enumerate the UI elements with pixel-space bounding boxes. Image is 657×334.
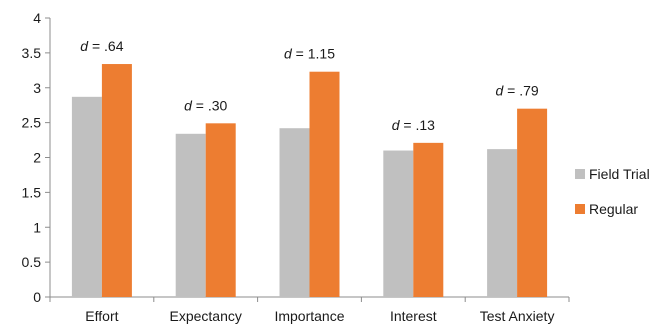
bar-regular (101, 64, 132, 297)
bar-regular (517, 108, 548, 297)
effect-size-label: d = .13 (392, 117, 435, 133)
effect-size-annotations: d = .64 d = .30 d = 1.15 d = .13 d = .79 (80, 38, 539, 133)
x-tick-label: Importance (274, 308, 344, 324)
y-tick-label: 0 (33, 289, 41, 305)
bar-regular (205, 123, 236, 297)
y-tick-label: 4 (33, 10, 41, 26)
bar-field-trial (383, 150, 414, 297)
bar-regular (413, 142, 444, 297)
bar-field-trial (487, 149, 518, 297)
legend-label: Field Trial (589, 166, 650, 182)
legend-swatch (575, 169, 585, 179)
legend: Field Trial Regular (575, 166, 650, 217)
bar-field-trial (279, 128, 310, 297)
x-tick-label: Expectancy (170, 308, 242, 324)
y-tick-label: 1 (33, 219, 41, 235)
x-tick-label: Test Anxiety (480, 308, 555, 324)
y-tick-label: 2 (33, 150, 41, 166)
x-axis: Effort Expectancy Importance Interest Test A… (49, 296, 570, 324)
effect-size-label: d = .79 (495, 83, 538, 99)
bar-field-trial (175, 133, 206, 297)
y-tick-label: 2.5 (22, 115, 42, 131)
bars (71, 64, 548, 298)
effect-size-label: d = 1.15 (284, 46, 335, 62)
x-tick-label: Effort (85, 308, 118, 324)
effect-size-label: d = .64 (80, 38, 123, 54)
y-tick-label: 1.5 (22, 184, 42, 200)
effect-size-label: d = .30 (184, 97, 227, 113)
y-tick-label: 3 (33, 80, 41, 96)
bar-regular (309, 71, 340, 298)
bar-field-trial (71, 96, 102, 297)
legend-label: Regular (589, 201, 638, 217)
legend-swatch (575, 204, 585, 214)
y-tick-label: 0.5 (22, 254, 42, 270)
y-axis: 0 0.5 1 1.5 2 2.5 3 3.5 4 (22, 10, 51, 305)
y-tick-label: 3.5 (22, 45, 42, 61)
x-tick-label: Interest (390, 308, 437, 324)
